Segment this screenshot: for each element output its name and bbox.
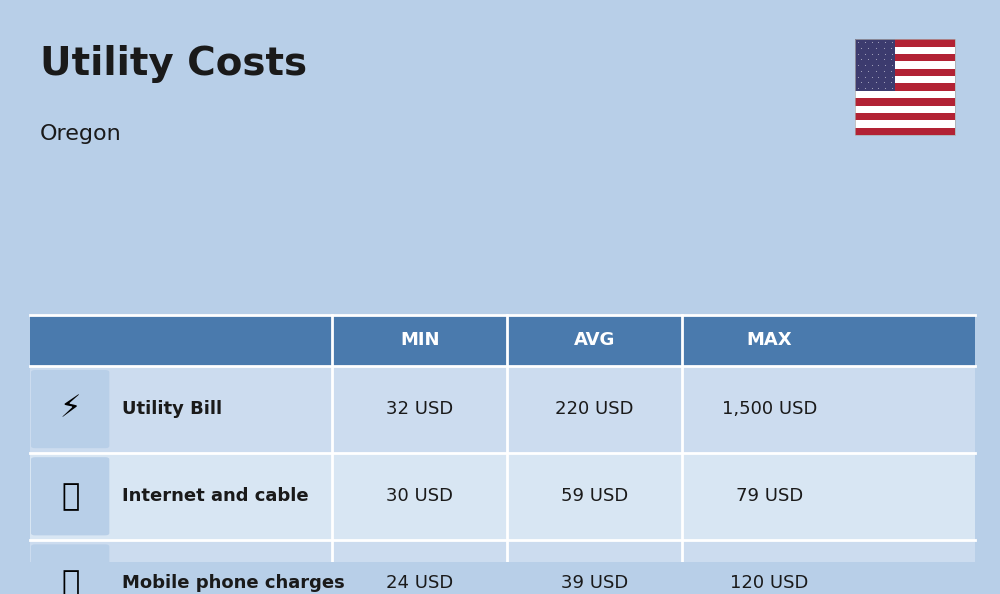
Text: 39 USD: 39 USD	[561, 574, 628, 592]
FancyBboxPatch shape	[31, 370, 109, 448]
FancyBboxPatch shape	[855, 47, 955, 54]
FancyBboxPatch shape	[31, 544, 109, 594]
Text: Oregon: Oregon	[40, 124, 122, 144]
Text: Mobile phone charges: Mobile phone charges	[122, 574, 345, 592]
FancyBboxPatch shape	[855, 128, 955, 135]
FancyBboxPatch shape	[855, 76, 955, 84]
Text: 220 USD: 220 USD	[555, 400, 634, 418]
FancyBboxPatch shape	[30, 365, 975, 453]
Text: 120 USD: 120 USD	[730, 574, 809, 592]
FancyBboxPatch shape	[855, 54, 955, 61]
FancyBboxPatch shape	[31, 457, 109, 535]
FancyBboxPatch shape	[855, 120, 955, 128]
FancyBboxPatch shape	[855, 84, 955, 91]
FancyBboxPatch shape	[855, 39, 895, 91]
Text: 1,500 USD: 1,500 USD	[722, 400, 817, 418]
Text: Utility Costs: Utility Costs	[40, 45, 307, 83]
Text: AVG: AVG	[574, 331, 615, 349]
Text: MAX: MAX	[747, 331, 792, 349]
FancyBboxPatch shape	[30, 540, 975, 594]
Text: 📱: 📱	[61, 569, 79, 594]
FancyBboxPatch shape	[855, 98, 955, 106]
Text: 📶: 📶	[61, 482, 79, 511]
FancyBboxPatch shape	[855, 69, 955, 76]
Text: Internet and cable: Internet and cable	[122, 487, 309, 505]
FancyBboxPatch shape	[855, 91, 955, 98]
Text: 79 USD: 79 USD	[736, 487, 803, 505]
FancyBboxPatch shape	[855, 61, 955, 69]
Text: MIN: MIN	[400, 331, 440, 349]
Text: 24 USD: 24 USD	[386, 574, 453, 592]
FancyBboxPatch shape	[855, 106, 955, 113]
Text: Utility Bill: Utility Bill	[122, 400, 222, 418]
FancyBboxPatch shape	[30, 453, 975, 540]
Text: ⚡: ⚡	[59, 394, 81, 424]
FancyBboxPatch shape	[855, 113, 955, 120]
FancyBboxPatch shape	[855, 39, 955, 47]
Text: 59 USD: 59 USD	[561, 487, 628, 505]
Text: 30 USD: 30 USD	[386, 487, 453, 505]
Text: 32 USD: 32 USD	[386, 400, 453, 418]
FancyBboxPatch shape	[30, 315, 975, 365]
